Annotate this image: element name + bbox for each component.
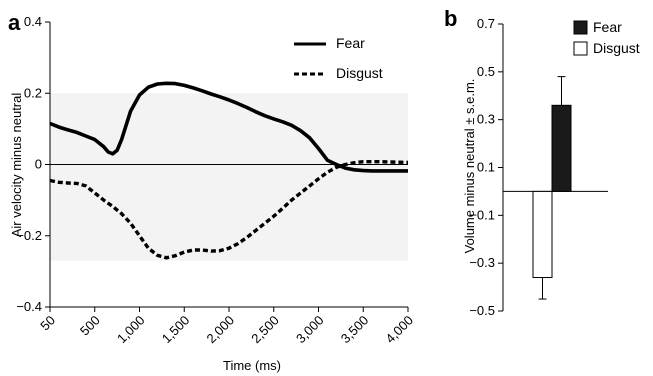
panel-b-y-tick-label: −0.1 <box>469 207 495 222</box>
panel-a-y-tick-label: 0.2 <box>24 85 42 100</box>
panel-a-label: a <box>8 10 21 35</box>
legend-label-fear: Fear <box>336 35 365 51</box>
panel-a-x-tick-label: 50 <box>37 313 58 334</box>
panel-b-y-axis-label: Volume minus neutral ± s.e.m. <box>462 79 477 254</box>
panel-a-chart: a −0.4 −0.2 0 0.2 0.4 50 500 1,000 1,500 2,000 2,… <box>8 10 416 373</box>
panel-a-legend: Fear Disgust <box>294 35 383 81</box>
panel-a-x-tick-label: 3,500 <box>338 313 372 347</box>
legend-label-disgust: Disgust <box>336 65 383 81</box>
panel-a-x-tick-label: 500 <box>77 313 103 339</box>
legend-label-fear: Fear <box>593 19 622 35</box>
panel-a-x-tick-label: 4,000 <box>383 313 417 347</box>
panel-b-y-tick-label: 0.1 <box>477 160 495 175</box>
legend-swatch-fear <box>573 20 588 35</box>
panel-a-y-tick-label: 0.4 <box>24 14 42 29</box>
panel-a-x-tick-label: 1,500 <box>159 313 193 347</box>
panel-a-plot-shading <box>50 93 408 261</box>
panel-a-x-tick-label: 1,000 <box>114 313 148 347</box>
panel-a-y-tick-label: −0.4 <box>16 299 42 314</box>
panel-b-y-tick-label: 0.7 <box>477 16 495 31</box>
legend-label-disgust: Disgust <box>593 40 640 56</box>
panel-b-legend: Fear Disgust <box>573 19 640 56</box>
panel-b-label: b <box>444 6 457 31</box>
series-line-disgust <box>49 160 409 260</box>
panel-b-y-tick-label: −0.3 <box>469 255 495 270</box>
series-line-fear <box>49 81 408 173</box>
panel-a-y-tick-label: −0.2 <box>16 228 42 243</box>
panel-b-y-tick-label: 0.5 <box>477 64 495 79</box>
panel-a-x-axis-label: Time (ms) <box>223 358 281 373</box>
panel-b-chart: b −0.5 −0.3 −0.1 0.1 0.3 0.5 0.7 Volume minus … <box>444 6 640 318</box>
legend-swatch-disgust <box>573 41 588 56</box>
panel-a-x-tick-label: 2,000 <box>204 313 238 347</box>
panel-a-x-tick-label: 3,000 <box>293 313 327 347</box>
panel-b-y-tick-label: −0.5 <box>469 303 495 318</box>
panel-b-y-tick-label: 0.3 <box>477 112 495 127</box>
bar-fear <box>551 104 572 192</box>
panel-a-y-axis-label: Air velocity minus neutral <box>9 93 24 238</box>
panel-a-y-tick-label: 0 <box>35 157 42 172</box>
panel-a-x-tick-label: 2,500 <box>248 313 282 347</box>
bar-disgust <box>532 190 553 279</box>
